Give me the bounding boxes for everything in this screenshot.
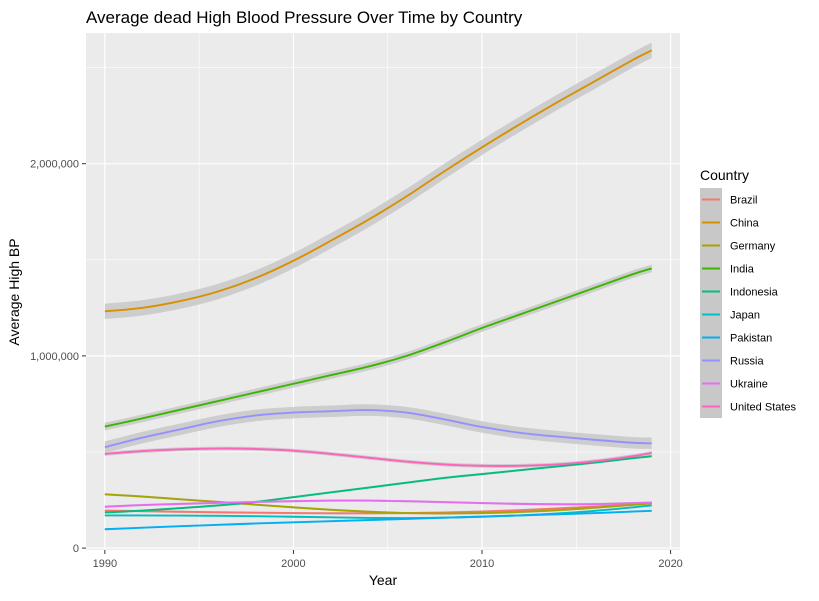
legend-title: Country	[700, 167, 749, 183]
series-line-ukraine	[104, 499, 652, 508]
legend-label-indonesia: Indonesia	[730, 287, 779, 299]
y-tick-label-2: 2,000,000	[30, 159, 79, 171]
x-tick-label-1: 2000	[281, 558, 305, 570]
series-line-indonesia	[104, 455, 652, 514]
series-line-germany	[104, 493, 652, 515]
y-tick-label-0: 0	[73, 543, 79, 555]
legend-label-pakistan: Pakistan	[730, 333, 772, 345]
legend-item-japan: Japan	[700, 303, 760, 326]
series-line-japan	[104, 504, 652, 520]
x-tick-label-2: 2010	[470, 558, 494, 570]
y-axis-title: Average High BP	[6, 238, 22, 345]
legend-label-brazil: Brazil	[730, 195, 758, 207]
legend-label-india: India	[730, 264, 755, 276]
series-line-pakistan	[104, 509, 652, 531]
legend-label-germany: Germany	[730, 241, 776, 253]
y-tick-label-1: 1,000,000	[30, 351, 79, 363]
axis-layer: 0 1,000,000 2,000,000 1990 2000 2010 2020	[30, 159, 683, 570]
grid-layer	[86, 33, 680, 550]
x-tick-label-0: 1990	[93, 558, 117, 570]
x-tick-label-3: 2020	[658, 558, 682, 570]
chart-title: Average dead High Blood Pressure Over Ti…	[86, 8, 523, 27]
legend-label-united-states: United States	[730, 402, 797, 414]
legend-item-india: India	[700, 257, 755, 280]
series-lines	[104, 49, 653, 531]
band-united-states	[104, 446, 652, 468]
legend-item-russia: Russia	[700, 349, 765, 372]
legend-item-china: China	[700, 211, 760, 234]
series-line-russia	[104, 409, 652, 449]
legend-item-pakistan: Pakistan	[700, 326, 772, 349]
legend-item-brazil: Brazil	[700, 188, 758, 211]
series-line-united-states	[104, 447, 652, 467]
legend-item-indonesia: Indonesia	[700, 280, 779, 303]
legend-item-ukraine: Ukraine	[700, 372, 768, 395]
legend-item-germany: Germany	[700, 234, 776, 257]
legend-label-ukraine: Ukraine	[730, 379, 768, 391]
series-line-india	[104, 267, 652, 428]
x-axis-title: Year	[369, 572, 398, 588]
band-indonesia	[104, 455, 652, 514]
series-line-china	[104, 49, 653, 313]
legend-label-china: China	[730, 218, 760, 230]
legend-items: Brazil China Germany India Indonesia Japan Pak…	[700, 188, 797, 418]
legend-item-united-states: United States	[700, 395, 797, 418]
legend-label-japan: Japan	[730, 310, 760, 322]
legend-label-russia: Russia	[730, 356, 765, 368]
legend: Country Brazil China Germany India Indonesia…	[700, 167, 797, 418]
